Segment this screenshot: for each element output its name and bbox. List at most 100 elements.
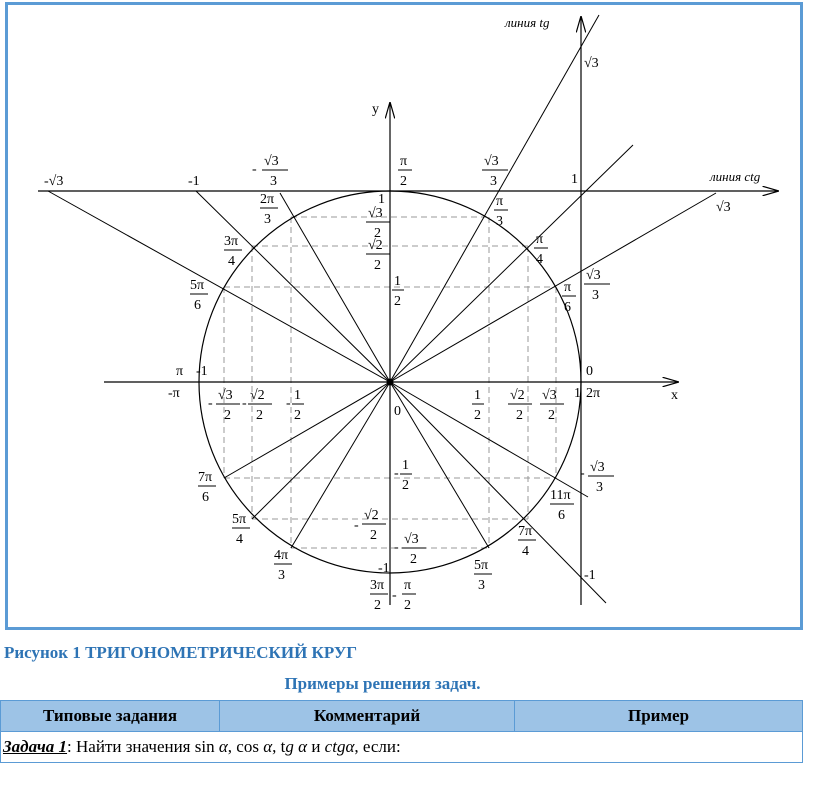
cot-minus-sqrt3-over-3: √3 3 bbox=[262, 154, 288, 189]
svg-text:5π: 5π bbox=[190, 278, 204, 293]
cos-minus-sqrt2-over-2: √2 2 bbox=[248, 388, 272, 423]
svg-text:6: 6 bbox=[194, 298, 201, 313]
angle-two-pi: 2π bbox=[586, 386, 600, 401]
angle-pi-over-3: π 3 bbox=[494, 194, 508, 229]
table-row: Задача 1: Найти значения sin α, cos α, t… bbox=[0, 731, 803, 763]
svg-text:2: 2 bbox=[294, 408, 301, 423]
svg-text:2π: 2π bbox=[260, 192, 274, 207]
svg-text:3: 3 bbox=[490, 174, 497, 189]
cos-minus-sqrt3-over-2: √3 2 bbox=[216, 388, 240, 423]
svg-text:3π: 3π bbox=[370, 578, 384, 593]
svg-text:π: π bbox=[400, 154, 407, 169]
angle-five-pi-over-4: 5π 4 bbox=[232, 512, 250, 547]
cot-minus-sqrt3: -√3 bbox=[44, 174, 63, 189]
sin-minus-one: -1 bbox=[378, 561, 390, 576]
cos-minus-sqrt3-sign: - bbox=[208, 396, 213, 411]
sin-half: 1 2 bbox=[392, 274, 404, 309]
alpha-symbol: α bbox=[298, 737, 308, 756]
svg-text:2: 2 bbox=[404, 598, 411, 613]
header-typical-tasks: Типовые задания bbox=[0, 700, 220, 732]
svg-text:1: 1 bbox=[294, 388, 301, 403]
svg-text:2: 2 bbox=[474, 408, 481, 423]
svg-text:2: 2 bbox=[374, 258, 381, 273]
task-text: : Найти значения sin bbox=[67, 737, 219, 756]
svg-text:3π: 3π bbox=[224, 234, 238, 249]
svg-text:1: 1 bbox=[394, 274, 401, 289]
cos-minus-sqrt2-sign: - bbox=[242, 396, 247, 411]
task-text-tg: , t bbox=[272, 737, 286, 756]
svg-text:√3: √3 bbox=[368, 206, 383, 221]
svg-text:2: 2 bbox=[394, 294, 401, 309]
svg-text:4: 4 bbox=[228, 254, 235, 269]
angle-five-pi-over-3: 5π 3 bbox=[474, 558, 492, 593]
task-text-and: и bbox=[307, 737, 325, 756]
svg-text:4: 4 bbox=[236, 532, 243, 547]
angle-five-pi-over-6: 5π 6 bbox=[190, 278, 208, 313]
svg-text:4π: 4π bbox=[274, 548, 288, 563]
angle-zero: 0 bbox=[586, 364, 593, 379]
svg-text:2: 2 bbox=[548, 408, 555, 423]
header-comment: Комментарий bbox=[219, 700, 515, 732]
sin-sqrt3-over-2: √3 2 bbox=[366, 206, 390, 241]
svg-text:√3: √3 bbox=[264, 154, 279, 169]
table-header-row: Типовые задания Комментарий Пример bbox=[0, 700, 803, 732]
sin-minus-sqrt3-over-2: √3 2 bbox=[402, 532, 426, 567]
svg-text:2: 2 bbox=[374, 226, 381, 241]
y-axis-label: y bbox=[372, 102, 379, 117]
ctg-symbol: ctg bbox=[324, 737, 346, 756]
angle-seven-pi-over-4: 7π 4 bbox=[518, 524, 536, 559]
angle-rays bbox=[47, 14, 717, 604]
alpha-symbol: α bbox=[218, 737, 228, 756]
tg-g: g bbox=[285, 737, 294, 756]
x-axis-label: x bbox=[671, 388, 678, 403]
sin-minus-sqrt2-over-2: √2 2 bbox=[362, 508, 386, 543]
sin-minus-sqrt2-sign: - bbox=[354, 518, 359, 533]
angle-eleven-pi-over-6: 11π 6 bbox=[550, 488, 574, 523]
svg-text:3: 3 bbox=[478, 578, 485, 593]
svg-text:11π: 11π bbox=[550, 488, 571, 503]
svg-text:4: 4 bbox=[536, 252, 543, 267]
tan-one: 1 bbox=[571, 172, 578, 187]
cot-minus-sign: - bbox=[252, 162, 257, 177]
svg-text:3: 3 bbox=[278, 568, 285, 583]
angle-minus-pi: -π bbox=[168, 386, 180, 401]
cos-sqrt2-over-2: √2 2 bbox=[508, 388, 532, 423]
svg-text:√3: √3 bbox=[484, 154, 499, 169]
svg-text:√3: √3 bbox=[590, 460, 605, 475]
cot-sqrt3-right: √3 bbox=[716, 200, 731, 215]
svg-text:2: 2 bbox=[370, 528, 377, 543]
svg-text:5π: 5π bbox=[232, 512, 246, 527]
sin-sqrt2-over-2: √2 2 bbox=[366, 238, 390, 273]
svg-text:6: 6 bbox=[558, 508, 565, 523]
svg-text:√2: √2 bbox=[364, 508, 379, 523]
svg-text:3: 3 bbox=[264, 212, 271, 227]
sin-minus-sqrt3-sign: - bbox=[394, 540, 399, 555]
angle-three-pi-over-4: 3π 4 bbox=[224, 234, 242, 269]
svg-text:2: 2 bbox=[400, 174, 407, 189]
alpha-symbol: α bbox=[263, 737, 273, 756]
header-example: Пример bbox=[514, 700, 803, 732]
svg-text:2: 2 bbox=[410, 552, 417, 567]
svg-text:2: 2 bbox=[224, 408, 231, 423]
svg-text:√3: √3 bbox=[404, 532, 419, 547]
svg-text:√2: √2 bbox=[250, 388, 265, 403]
cos-minus-half: 1 2 bbox=[292, 388, 304, 423]
task-1-cell: Задача 1: Найти значения sin α, cos α, t… bbox=[0, 731, 803, 763]
svg-text:√2: √2 bbox=[368, 238, 383, 253]
svg-text:2: 2 bbox=[402, 478, 409, 493]
angle-pi: π bbox=[176, 364, 183, 379]
svg-text:π: π bbox=[496, 194, 503, 209]
svg-text:2: 2 bbox=[516, 408, 523, 423]
task-label: Задача 1 bbox=[3, 737, 68, 756]
svg-text:2: 2 bbox=[374, 598, 381, 613]
minus-sign-pi-over-2: - bbox=[392, 588, 397, 603]
cos-one: 1 bbox=[574, 386, 581, 401]
svg-text:6: 6 bbox=[202, 490, 209, 505]
cot-line-label: линия ctg bbox=[709, 169, 761, 184]
svg-text:π: π bbox=[564, 280, 571, 295]
examples-heading: Примеры решения задач. bbox=[284, 674, 481, 693]
sin-minus-half-sign: - bbox=[394, 466, 399, 481]
svg-text:3: 3 bbox=[270, 174, 277, 189]
svg-text:3: 3 bbox=[596, 480, 603, 495]
svg-text:π: π bbox=[404, 578, 411, 593]
